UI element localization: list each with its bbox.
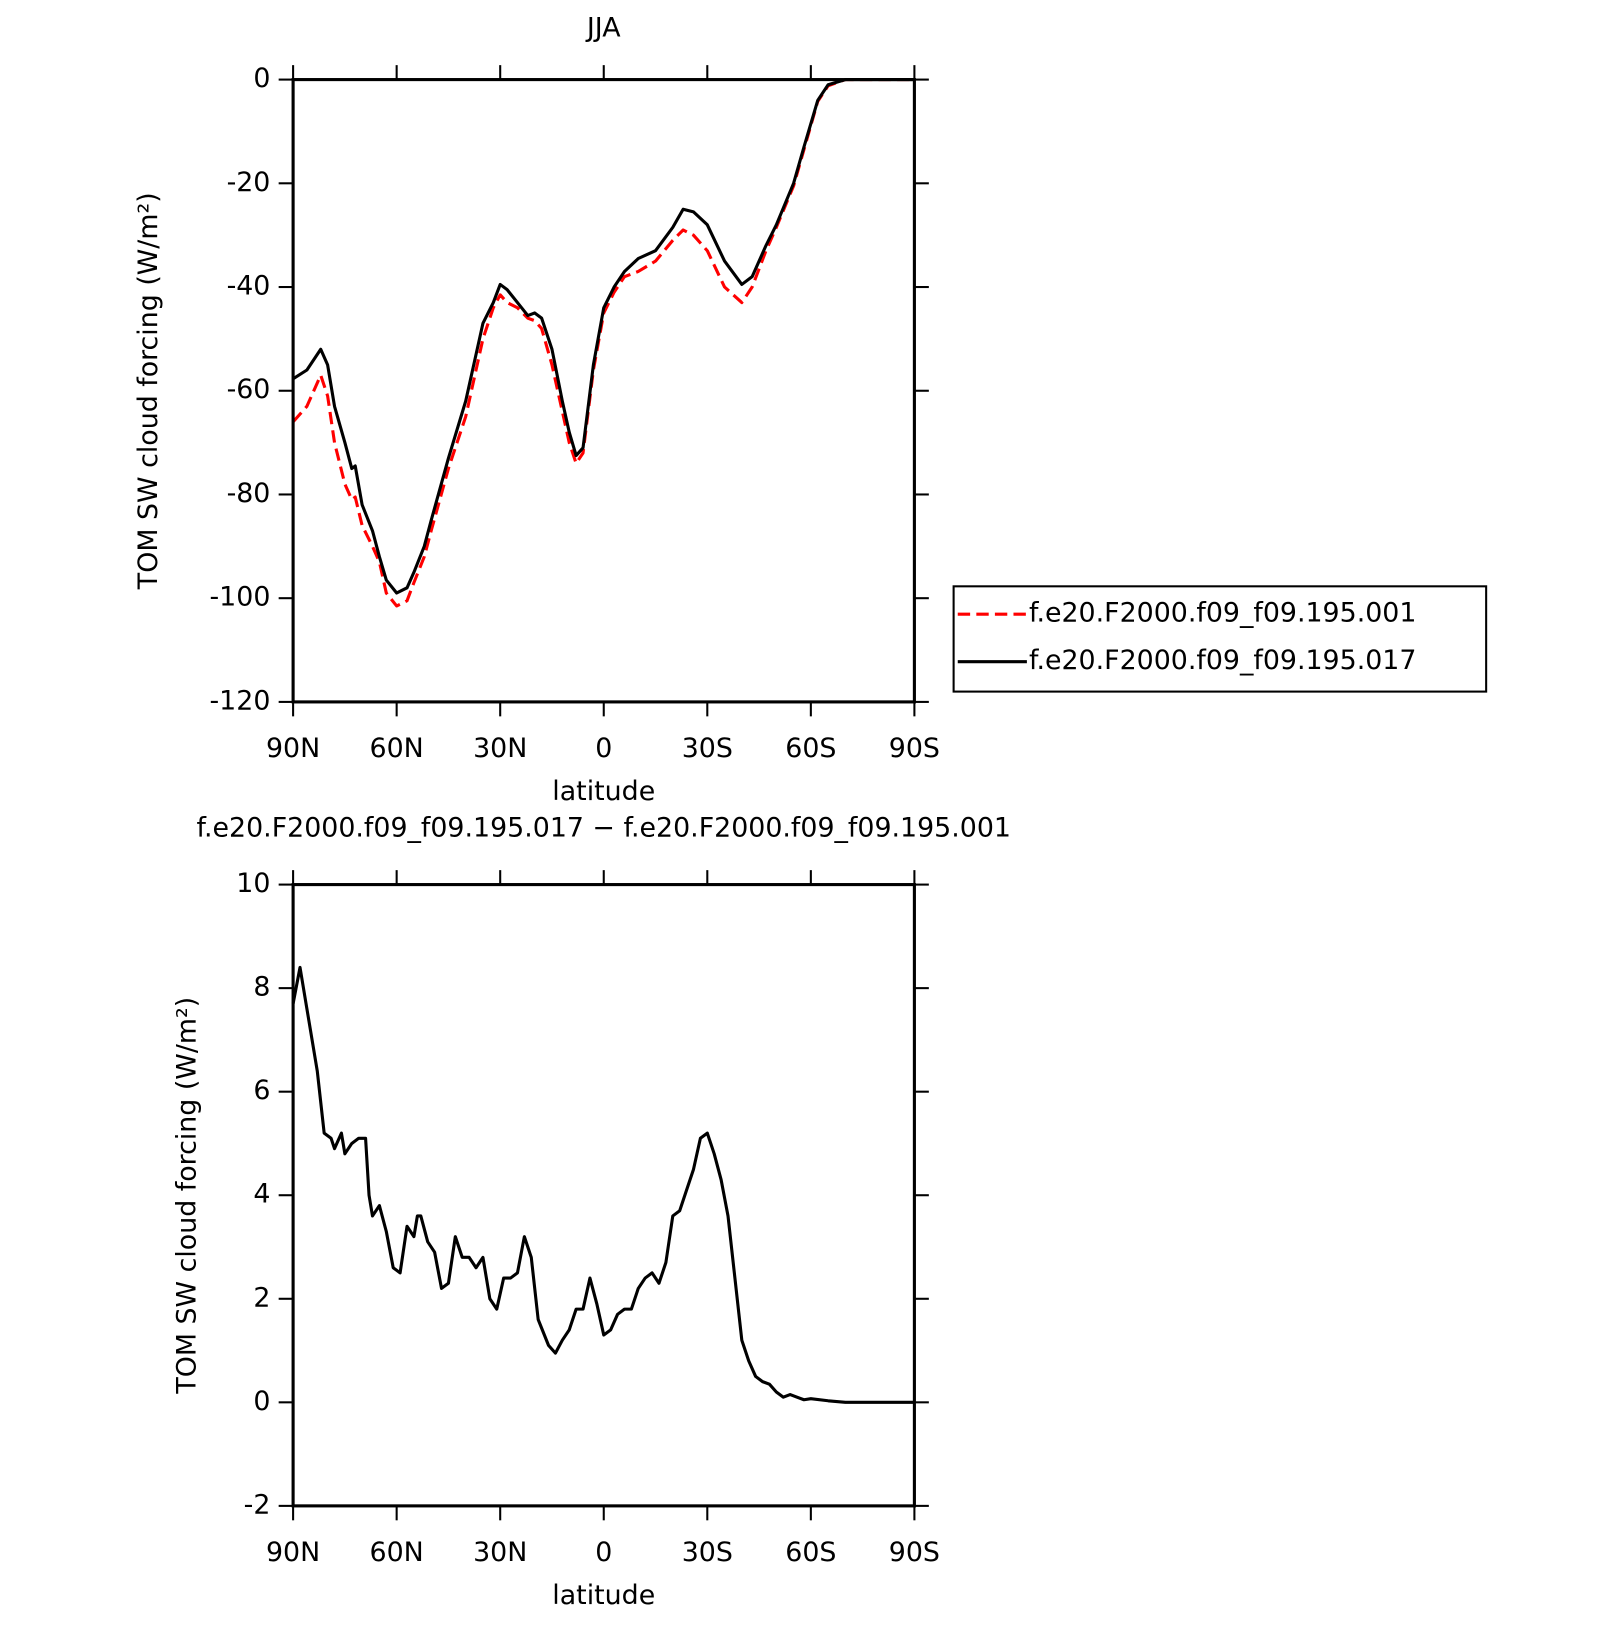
x-tick-label: 30N: [473, 1537, 527, 1568]
y-tick-label: -40: [227, 271, 271, 302]
x-axis-label: latitude: [552, 1580, 655, 1611]
x-tick-label: 60S: [785, 1537, 836, 1568]
data-line: [291, 78, 915, 608]
legend-box: [952, 585, 1488, 693]
y-tick-label: 10: [236, 868, 270, 899]
data-line: [291, 965, 915, 1404]
y-tick-label: -20: [227, 167, 271, 198]
y-tick-label: -60: [227, 374, 271, 405]
y-axis-label: TOM SW cloud forcing (W/m²): [171, 997, 202, 1395]
x-tick-label: 60S: [785, 733, 836, 764]
y-tick-label: 6: [253, 1075, 270, 1106]
plot-frame: [291, 883, 916, 1508]
plot-frame: [291, 78, 916, 704]
x-tick-label: 90N: [266, 1537, 320, 1568]
x-tick-label: 90S: [889, 1537, 940, 1568]
chart-title: JJA: [585, 13, 621, 44]
y-tick-label: 2: [253, 1282, 270, 1313]
x-tick-label: 90N: [266, 733, 320, 764]
y-tick-label: 0: [253, 63, 270, 94]
y-tick-label: 8: [253, 972, 270, 1003]
x-tick-label: 90S: [889, 733, 940, 764]
y-axis-label: TOM SW cloud forcing (W/m²): [133, 192, 164, 590]
legend-label: f.e20.F2000.f09_f09.195.001: [1029, 598, 1416, 629]
x-axis-label: latitude: [552, 776, 655, 807]
x-tick-label: 30S: [682, 1537, 733, 1568]
x-tick-label: 30S: [682, 733, 733, 764]
y-tick-label: -80: [227, 478, 271, 509]
y-tick-label: -2: [244, 1489, 271, 1520]
x-tick-label: 60N: [370, 1537, 424, 1568]
y-tick-label: -100: [210, 582, 271, 613]
x-tick-label: 30N: [473, 733, 527, 764]
chart-title: f.e20.F2000.f09_f09.195.017 − f.e20.F200…: [196, 812, 1011, 843]
y-tick-label: 0: [253, 1386, 270, 1417]
y-tick-label: 4: [253, 1179, 270, 1210]
y-tick-label: -120: [210, 685, 271, 716]
data-line: [292, 78, 915, 595]
x-tick-label: 0: [595, 733, 612, 764]
x-tick-label: 0: [595, 1537, 612, 1568]
x-tick-label: 60N: [370, 733, 424, 764]
legend-label: f.e20.F2000.f09_f09.195.017: [1029, 645, 1416, 676]
